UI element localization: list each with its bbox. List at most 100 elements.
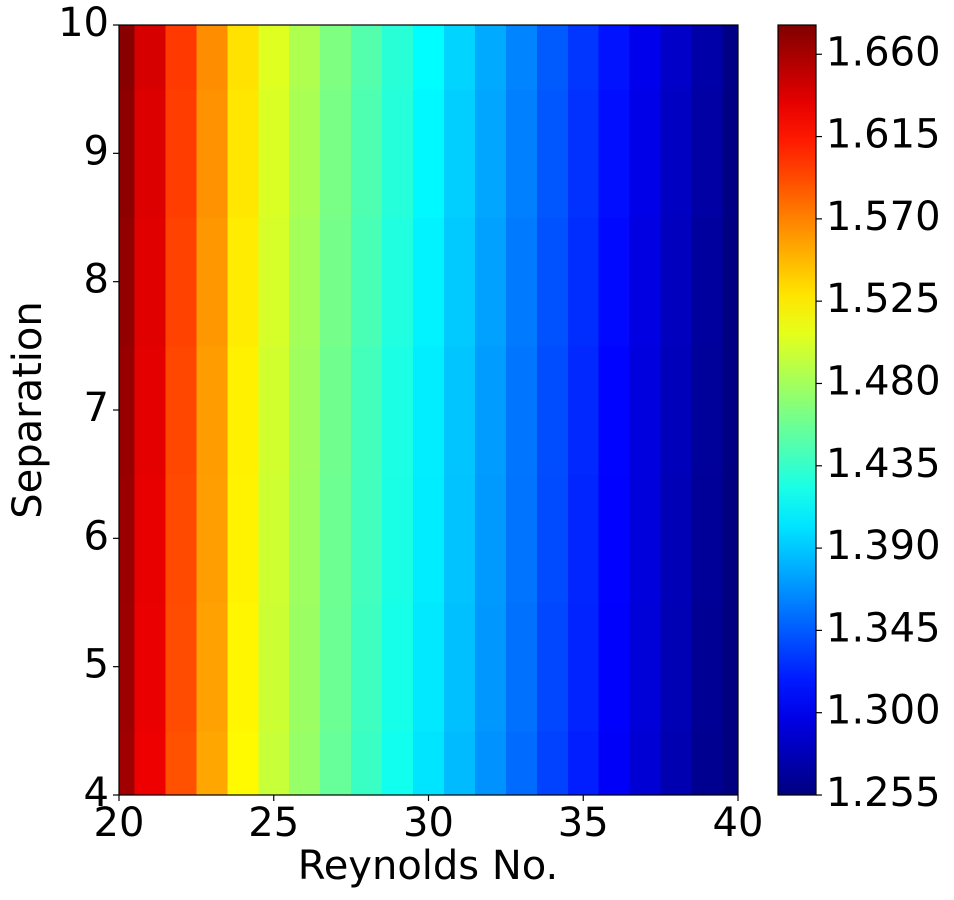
contour-cell [660,89,693,219]
contour-cell [165,730,197,796]
contour-cell [196,89,228,219]
contour-cell [722,217,739,347]
contour-cell [119,730,136,796]
contour-cell [691,730,724,796]
contour-cell [567,474,600,604]
contour-cell [165,474,197,604]
contour-cell [598,25,631,90]
contour-cell [258,25,290,90]
contour-cell [196,474,228,604]
contour-cell [289,602,321,732]
contour-cell [258,345,290,475]
contour-cell [567,217,600,347]
contour-cell [598,345,631,475]
contour-cell [134,730,167,796]
contour-cell [289,25,321,90]
contour-cell [474,25,507,90]
contour-cell [660,730,693,796]
contour-cell [722,474,739,604]
contour-cell [165,217,197,347]
contour-cell [351,89,383,219]
contour-cell [382,602,414,732]
contour-cell [505,345,538,475]
contour-cell [227,602,259,732]
contour-cell [227,730,259,796]
colorbar-tick-label: 1.390 [826,523,941,569]
contour-cell [629,602,662,732]
y-tick-label: 6 [84,513,109,559]
contour-cell [722,602,739,732]
contour-cell [413,217,445,347]
contour-cell [119,217,136,347]
contour-cell [196,730,228,796]
contour-cell [660,474,693,604]
contour-cell [289,730,321,796]
contour-cell [505,217,538,347]
contour-cell [722,345,739,475]
contour-cell [165,345,197,475]
contour-cell [691,345,724,475]
contour-cell [598,602,631,732]
contour-cell [505,25,538,90]
contour-cell [598,217,631,347]
contour-cell [536,730,569,796]
contour-cell [598,89,631,219]
contour-cell [413,25,445,90]
contour-cell [119,89,136,219]
contour-cell [536,217,569,347]
contour-cell [474,89,507,219]
contour-cell [536,89,569,219]
contour-cell [474,602,507,732]
contour-cell [134,602,167,732]
colorbar-tick-label: 1.435 [826,441,941,487]
contour-cell [474,474,507,604]
contour-cell [660,217,693,347]
contour-cell [629,474,662,604]
contour-cell [443,217,476,347]
colorbar-tick-label: 1.345 [826,605,941,651]
contour-cell [691,602,724,732]
contour-cell [119,602,136,732]
contour-cell [134,217,167,347]
contour-cell [536,474,569,604]
contour-cell [536,345,569,475]
contour-cell [629,217,662,347]
contour-cell [289,89,321,219]
contour-cell [722,89,739,219]
contour-cell [320,25,352,90]
contour-cell [227,345,259,475]
contour-cell [165,89,197,219]
contour-cell [443,730,476,796]
contour-cell [629,730,662,796]
contour-cell [351,730,383,796]
contour-cell [691,25,724,90]
contour-cell [351,345,383,475]
contour-cell [227,89,259,219]
contour-cell [134,345,167,475]
contour-cell [351,217,383,347]
contour-cell [722,25,739,90]
contour-cell [567,602,600,732]
contour-cell [258,89,290,219]
contour-cell [320,217,352,347]
x-tick-label: 35 [558,800,609,846]
y-tick-label: 10 [58,0,109,46]
y-tick-label: 7 [84,385,109,431]
contour-cell [505,602,538,732]
contour-cell [413,89,445,219]
contour-cell [413,602,445,732]
contour-cell [320,602,352,732]
contour-cell [382,25,414,90]
contour-cell [119,474,136,604]
y-tick-label: 4 [84,770,109,816]
contour-cell [351,25,383,90]
contour-cell [413,730,445,796]
colorbar-tick-label: 1.480 [826,358,941,404]
contour-cell [691,217,724,347]
contour-cell [505,474,538,604]
contour-cell [289,345,321,475]
contour-cell [320,730,352,796]
contour-cell [413,345,445,475]
contour-cell [227,474,259,604]
x-tick-label: 40 [713,800,764,846]
